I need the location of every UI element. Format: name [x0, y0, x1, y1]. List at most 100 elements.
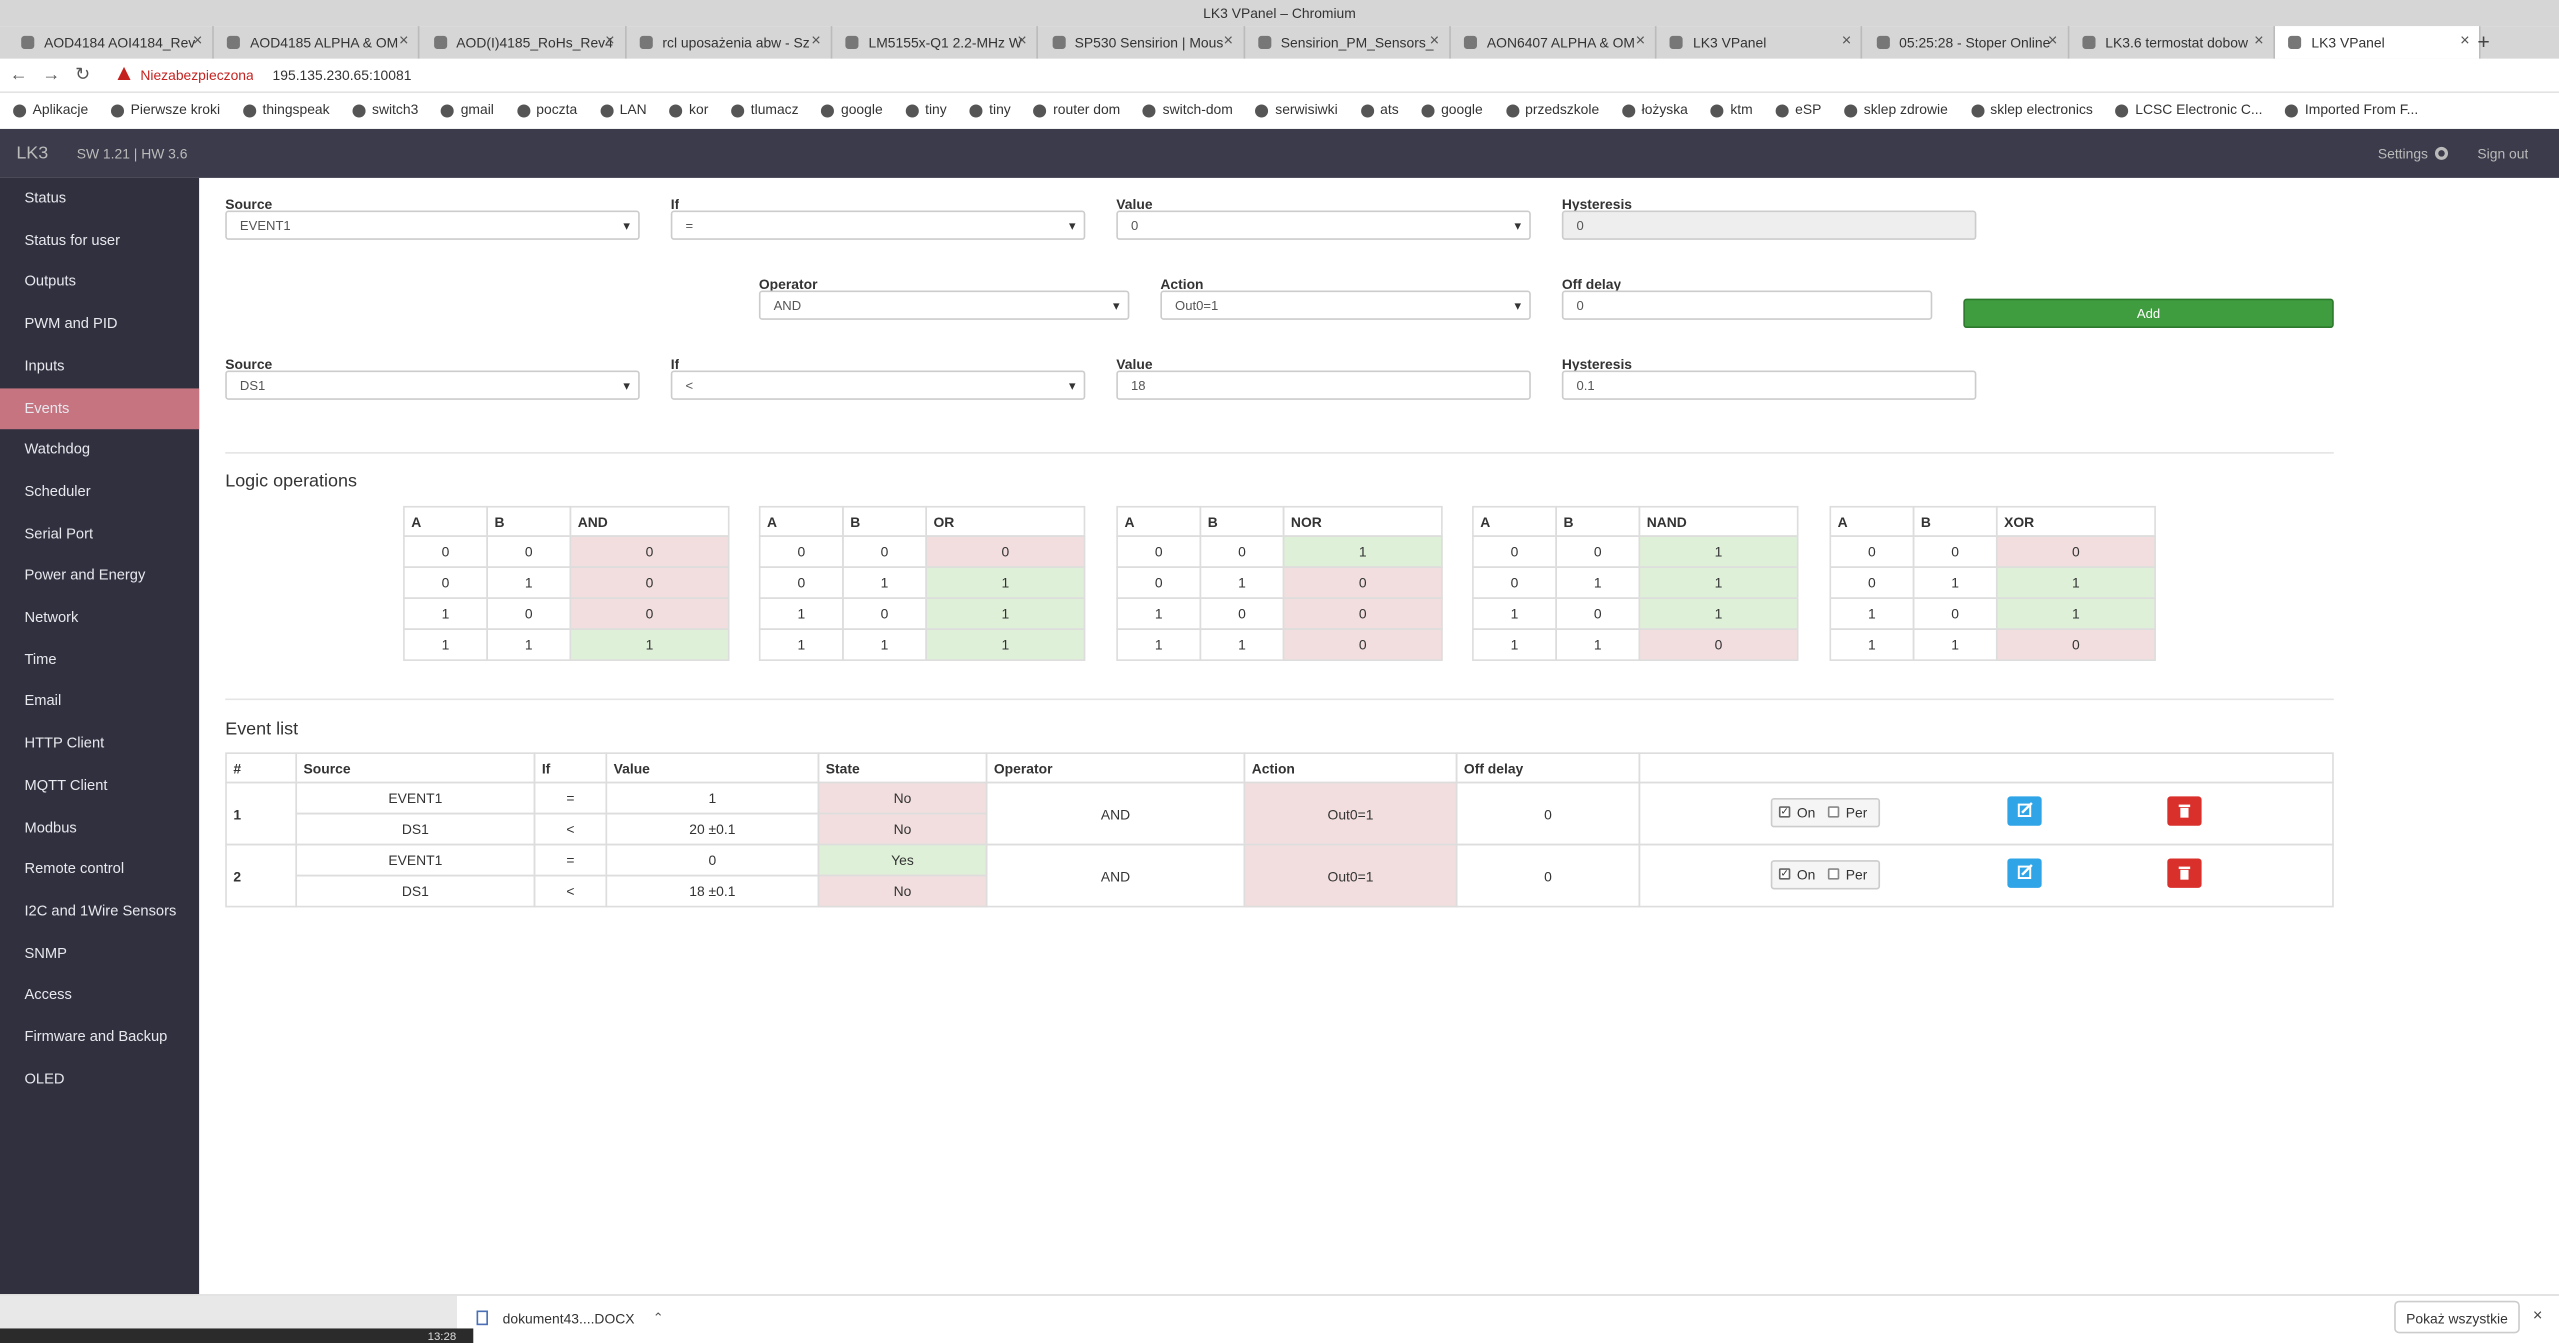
sidebar-item[interactable]: Events: [0, 387, 200, 430]
tab[interactable]: LK3.6 termostat dobow: [2069, 26, 2276, 59]
bookmark[interactable]: serwisiwki: [1256, 93, 1337, 127]
delete-button[interactable]: [2167, 796, 2202, 826]
settings-link[interactable]: Settings: [2377, 145, 2428, 162]
sidebar-item[interactable]: Time: [24, 650, 57, 667]
bookmark[interactable]: google: [1421, 93, 1483, 127]
input[interactable]: 18: [1116, 370, 1531, 400]
bookmark[interactable]: ktm: [1711, 93, 1752, 127]
select[interactable]: DS1: [225, 370, 640, 400]
sidebar-item[interactable]: Inputs: [24, 357, 65, 374]
sidebar-item[interactable]: Scheduler: [24, 482, 91, 500]
add-button[interactable]: Add: [1963, 298, 2334, 329]
edit-icon: [2017, 864, 2033, 880]
delete-button[interactable]: [2167, 858, 2202, 888]
tab[interactable]: AOD4185 ALPHA & OM: [214, 26, 420, 59]
bookmark[interactable]: sklep electronics: [1971, 93, 2093, 127]
bookmark[interactable]: gmail: [441, 93, 494, 127]
bookmark[interactable]: switch3: [352, 93, 418, 127]
checkbox[interactable]: [1827, 868, 1840, 880]
tab[interactable]: LK3 VPanel: [2275, 26, 2482, 59]
download-file[interactable]: dokument43....DOCX: [502, 1310, 635, 1327]
tab[interactable]: LM5155x-Q1 2.2-MHz W: [833, 26, 1039, 59]
nav-buttons[interactable]: ←→↻: [9, 65, 102, 85]
tab[interactable]: rcl uposażenia abw - Sz: [627, 26, 833, 59]
brand[interactable]: LK3: [16, 143, 49, 164]
bookmark[interactable]: thingspeak: [243, 93, 329, 127]
table-header: Operator: [985, 752, 1246, 784]
new-tab[interactable]: +: [2477, 29, 2490, 54]
checkbox[interactable]: ✓: [1778, 806, 1791, 818]
sidebar-item[interactable]: HTTP Client: [24, 734, 105, 751]
input[interactable]: 0.1: [1561, 370, 1977, 400]
sidebar-item[interactable]: SNMP: [24, 944, 67, 961]
sidebar-item[interactable]: Network: [24, 608, 79, 626]
close-downloads[interactable]: ×: [2532, 1307, 2543, 1326]
select[interactable]: 0: [1116, 210, 1531, 240]
sidebar-item[interactable]: OLED: [24, 1070, 65, 1087]
event-source: EVENT1: [295, 843, 536, 877]
bookmark[interactable]: Imported From F...: [2285, 93, 2418, 127]
select[interactable]: <: [670, 370, 1086, 400]
sidebar-item[interactable]: Remote control: [24, 860, 125, 877]
select[interactable]: =: [670, 210, 1086, 240]
bookmark[interactable]: Aplikacje: [13, 93, 89, 127]
tab[interactable]: 05:25:28 - Stoper Online: [1863, 26, 2069, 59]
input[interactable]: 0: [1561, 290, 1933, 320]
sidebar-item[interactable]: Power and Energy: [24, 566, 146, 584]
download-menu[interactable]: ⌃: [652, 1310, 664, 1326]
bookmark[interactable]: eSP: [1776, 93, 1821, 127]
checkbox[interactable]: ✓: [1778, 868, 1791, 880]
bookmark[interactable]: switch-dom: [1143, 93, 1233, 127]
event-controls: [1638, 781, 2334, 846]
sidebar-item[interactable]: Modbus: [24, 818, 77, 835]
bookmark[interactable]: ats: [1361, 93, 1399, 127]
bookmark[interactable]: przedszkole: [1506, 93, 1599, 127]
signout-link[interactable]: Sign out: [2477, 145, 2529, 162]
tab[interactable]: Sensirion_PM_Sensors_: [1245, 26, 1451, 59]
tab[interactable]: SP530 Sensirion | Mous: [1039, 26, 1245, 59]
sidebar-item[interactable]: Email: [24, 692, 62, 709]
sidebar-item[interactable]: Serial Port: [24, 524, 94, 542]
input[interactable]: 0: [1561, 210, 1977, 240]
bookmark[interactable]: tiny: [970, 93, 1011, 127]
table-cell: 0: [1638, 628, 1799, 661]
tab[interactable]: AOD(I)4185_RoHs_Rev4: [420, 26, 627, 59]
sidebar-item[interactable]: Access: [24, 986, 72, 1003]
show-all-button[interactable]: Pokaż wszystkie: [2394, 1300, 2520, 1334]
sidebar-item[interactable]: Outputs: [24, 273, 76, 290]
select[interactable]: AND: [758, 290, 1130, 320]
bookmark[interactable]: google: [821, 93, 883, 127]
bookmark[interactable]: łożyska: [1622, 93, 1688, 127]
table-cell: 1: [1555, 628, 1641, 661]
bookmark[interactable]: tiny: [906, 93, 947, 127]
bookmark[interactable]: tlumacz: [731, 93, 799, 127]
edit-button[interactable]: [2007, 858, 2042, 888]
select[interactable]: Out0=1: [1160, 290, 1531, 320]
bookmark[interactable]: poczta: [517, 93, 577, 127]
table-cell: 1: [1282, 535, 1443, 568]
event-value: 0: [605, 843, 820, 877]
sidebar-item[interactable]: Watchdog: [24, 440, 91, 458]
bookmark[interactable]: kor: [669, 93, 708, 127]
sidebar-item[interactable]: I2C and 1Wire Sensors: [24, 902, 177, 919]
sidebar-item[interactable]: Firmware and Backup: [24, 1028, 168, 1045]
url[interactable]: 195.135.230.65:10081: [272, 66, 412, 84]
bookmark[interactable]: Pierwsze kroki: [111, 93, 220, 127]
field-label: Off delay: [1561, 275, 1622, 293]
bookmark[interactable]: LAN: [600, 93, 647, 127]
sidebar-item[interactable]: Status: [24, 189, 67, 206]
checkbox[interactable]: [1827, 806, 1840, 818]
edit-button[interactable]: [2007, 796, 2042, 826]
sidebar-item[interactable]: Status for user: [24, 231, 121, 248]
tab[interactable]: LK3 VPanel: [1657, 26, 1863, 59]
bookmark[interactable]: router dom: [1034, 93, 1120, 127]
tab[interactable]: AON6407 ALPHA & OM: [1451, 26, 1657, 59]
bookmark[interactable]: LCSC Electronic C...: [2116, 93, 2262, 127]
tab[interactable]: AOD4184 AOI4184_Rev: [8, 26, 214, 59]
table-header: B: [842, 505, 927, 537]
bookmark[interactable]: sklep zdrowie: [1844, 93, 1948, 127]
sidebar-item[interactable]: MQTT Client: [24, 776, 108, 793]
table-header: OR: [925, 505, 1086, 537]
select[interactable]: EVENT1: [225, 210, 640, 240]
sidebar-item[interactable]: PWM and PID: [24, 315, 118, 332]
